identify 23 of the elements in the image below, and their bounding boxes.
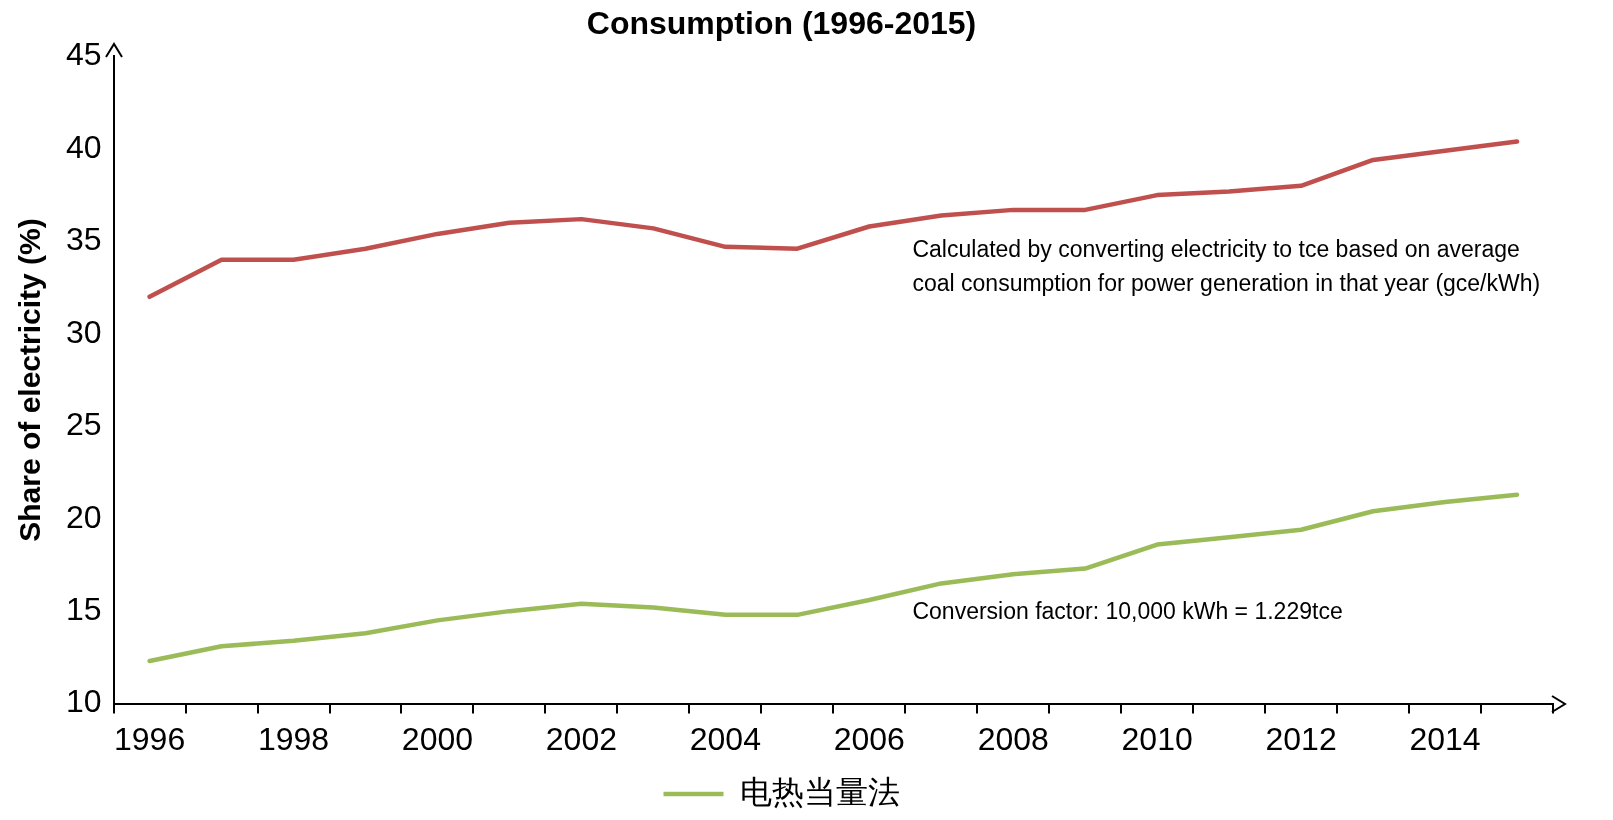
- y-tick-label: 30: [66, 313, 102, 350]
- x-tick-label: 2010: [1121, 720, 1193, 757]
- x-tick-label: 2004: [689, 720, 761, 757]
- y-tick-label: 25: [66, 406, 102, 443]
- x-tick-label: 2014: [1409, 720, 1481, 757]
- x-tick-label: 2012: [1265, 720, 1337, 757]
- y-tick-label: 35: [66, 221, 102, 258]
- x-tick-label: 1998: [257, 720, 330, 757]
- x-tick-label: 1996: [113, 720, 186, 757]
- y-tick-label: 20: [66, 498, 102, 535]
- x-tick-label: 2006: [833, 720, 905, 757]
- y-tick-label: 10: [66, 683, 102, 720]
- y-tick-label: 45: [66, 36, 102, 73]
- y-tick-label: 15: [66, 590, 102, 627]
- x-tick-label: 2008: [977, 720, 1049, 757]
- x-tick-label: 2002: [545, 720, 617, 757]
- annotation: Calculated by converting electricity to tce based on average coal consumption for power generation in that year (gce/kWh): [912, 235, 1541, 296]
- y-axis-title: Share of electricity (%): [13, 218, 47, 542]
- annotation: Conversion factor: 10,000 kWh = 1.229tce: [912, 598, 1343, 625]
- y-tick-label: 40: [66, 128, 102, 165]
- legend-label: 电热当量法: [739, 773, 900, 810]
- x-tick-label: 2000: [401, 720, 474, 757]
- chart-title: Consumption (1996-2015): [586, 5, 977, 42]
